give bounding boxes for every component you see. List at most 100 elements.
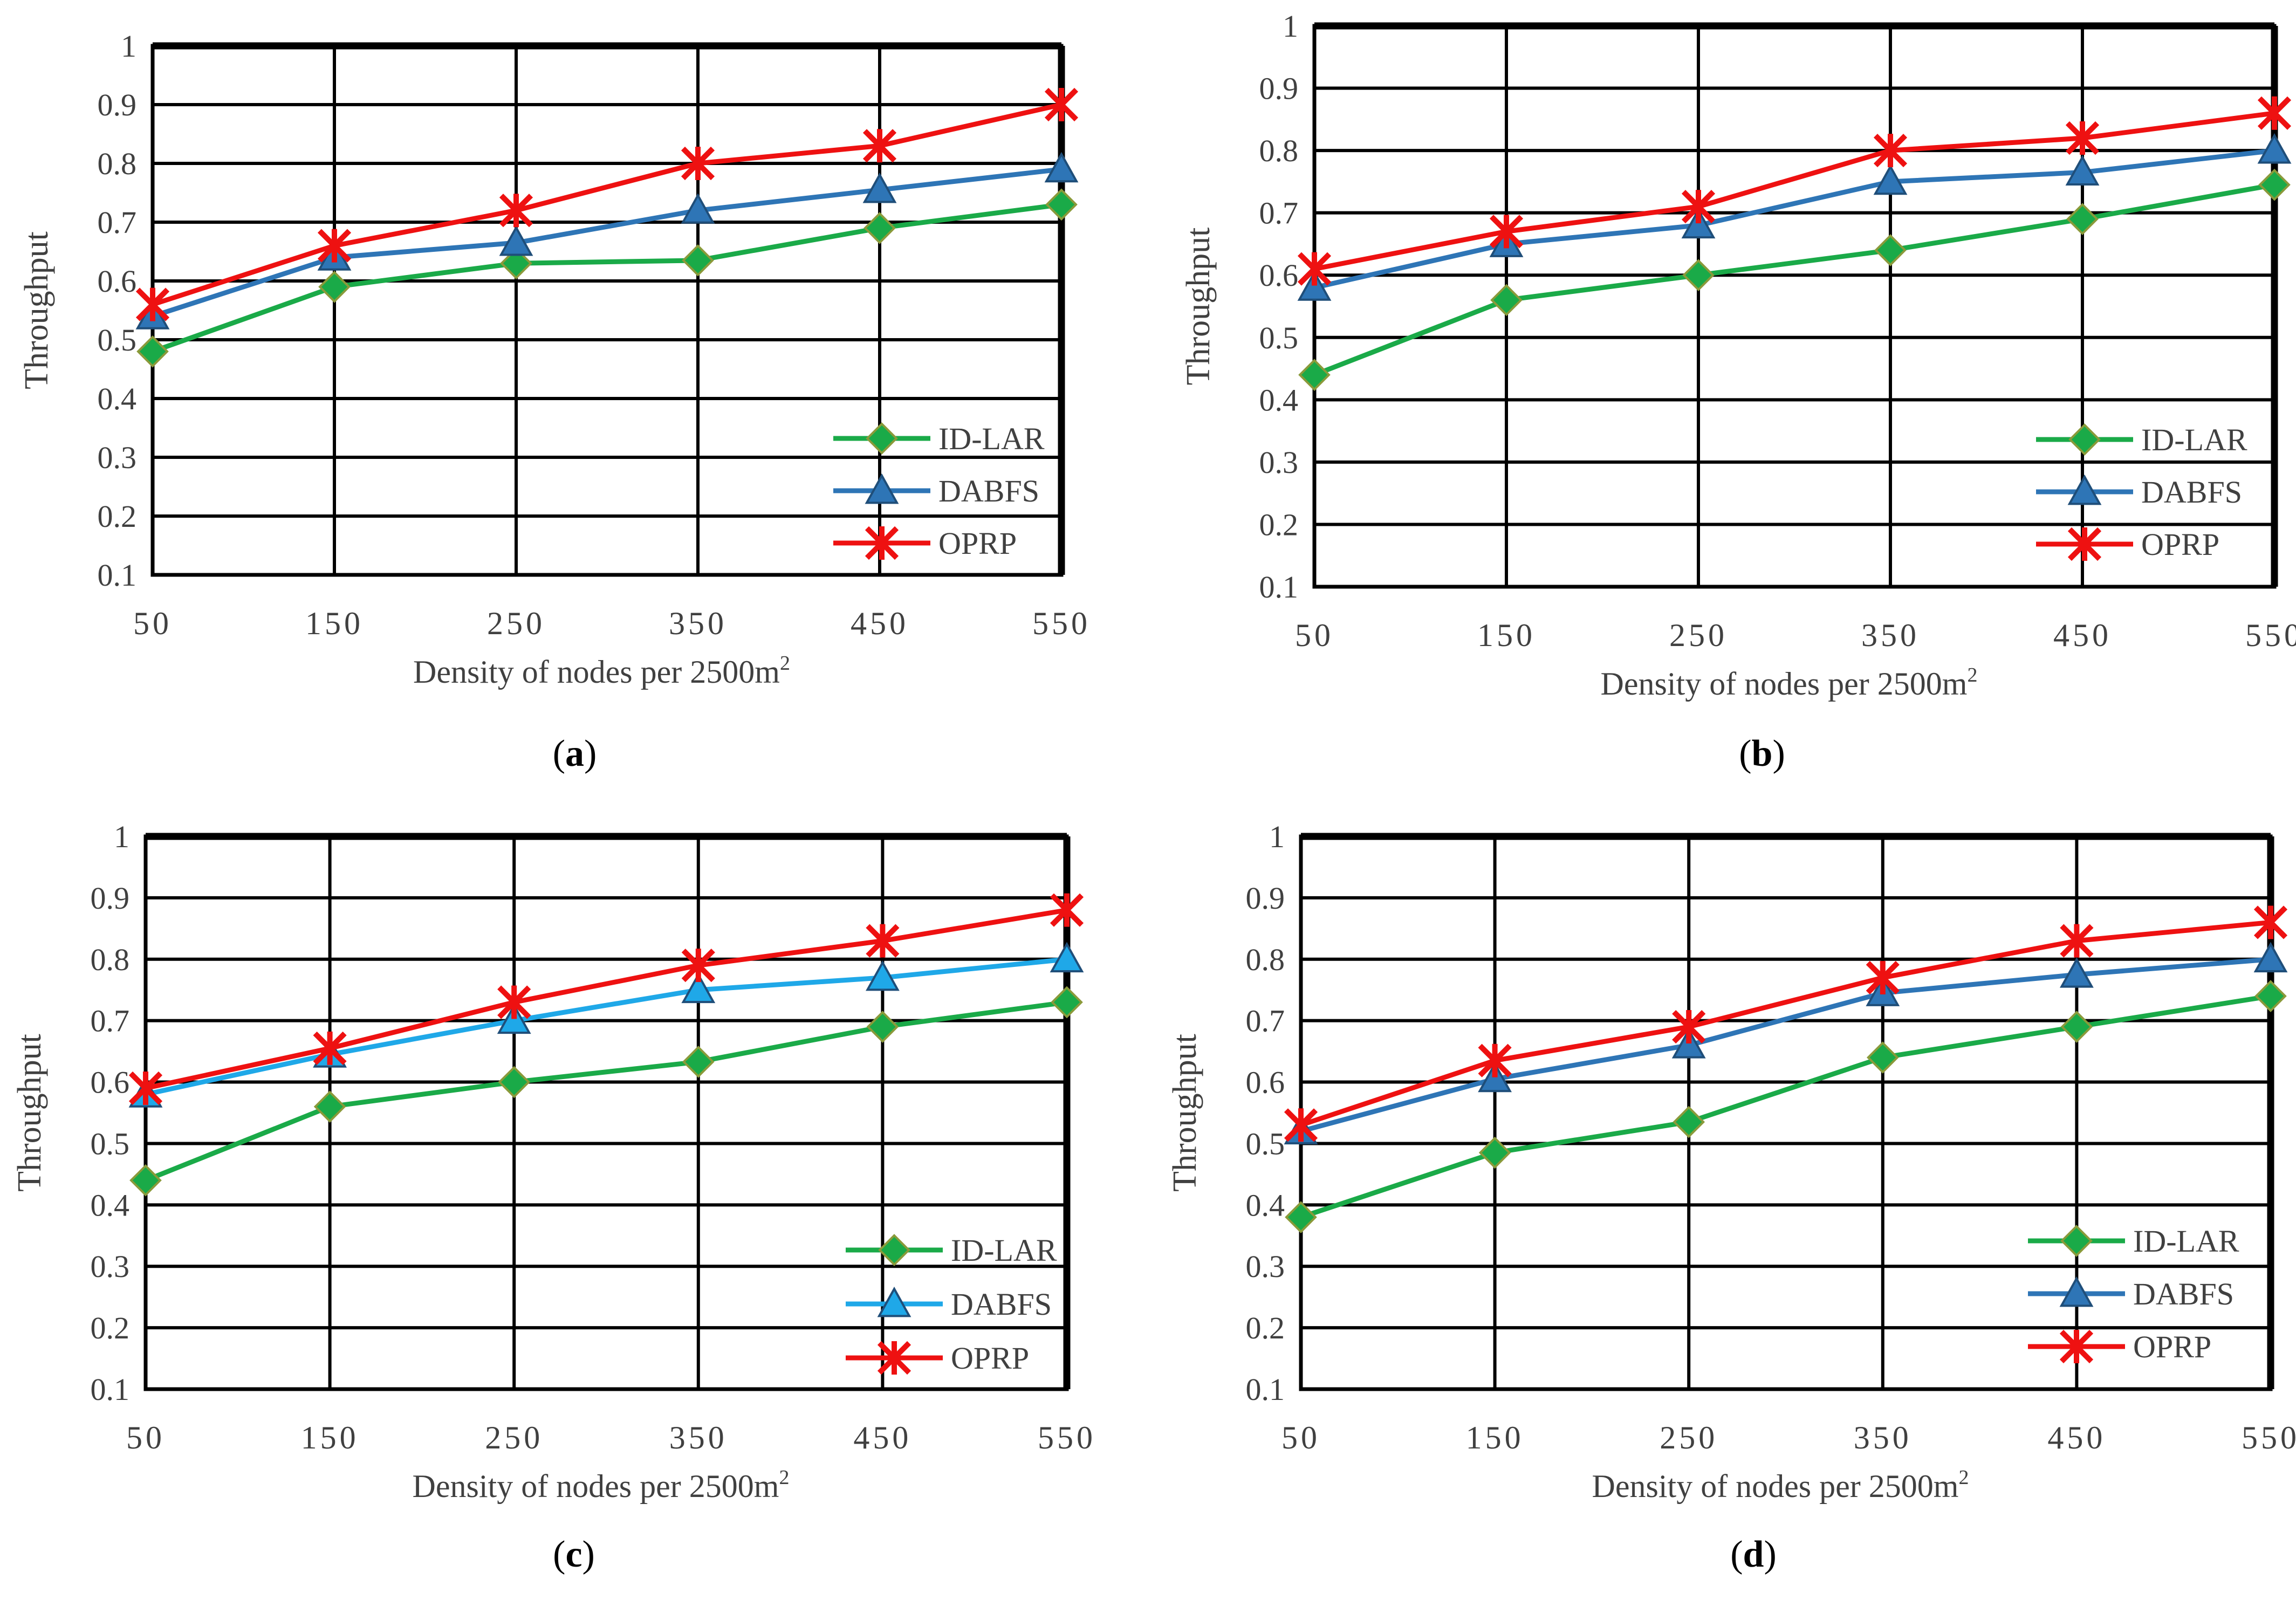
data-point [1681, 208, 1716, 239]
data-point [1044, 87, 1079, 122]
data-point [682, 1046, 715, 1078]
data-point [866, 924, 900, 958]
x-tick-label: 350 [1861, 617, 1920, 653]
data-point [1490, 284, 1523, 317]
data-point [313, 1031, 347, 1065]
y-tick-label: 0.1 [91, 1372, 130, 1407]
x-tick-label: 350 [1854, 1420, 1912, 1455]
legend-marker [865, 473, 899, 504]
y-tick-label: 0.1 [98, 558, 137, 593]
data-point [862, 129, 897, 163]
legend-label: ID-LAR [2133, 1224, 2239, 1259]
data-point [313, 1090, 346, 1123]
x-axis-label-text: Density of nodes per 2500m [1601, 666, 1968, 702]
series-line [145, 1000, 1067, 1183]
y-tick-label: 0.5 [1246, 1126, 1285, 1161]
data-point [681, 972, 716, 1004]
data-point [135, 287, 170, 321]
data-point [1489, 215, 1524, 249]
legend-label: DABFS [2133, 1276, 2234, 1311]
series-dabfs [135, 152, 1079, 329]
legend-marker [2059, 1276, 2094, 1307]
data-point [681, 193, 715, 224]
data-point [1866, 960, 1900, 995]
data-point [862, 172, 897, 203]
x-tick-label: 550 [1038, 1420, 1096, 1455]
legend-marker [2067, 474, 2102, 505]
data-point [2253, 905, 2288, 939]
legend-label: ID-LAR [938, 421, 1045, 456]
y-tick-label: 0.8 [1246, 942, 1285, 977]
y-tick-label: 0.5 [1259, 320, 1299, 355]
y-tick-label: 0.8 [91, 942, 130, 977]
data-point [2060, 924, 2094, 958]
y-tick-label: 0.1 [1259, 569, 1299, 605]
data-point [1044, 152, 1079, 183]
x-tick-label: 50 [133, 606, 172, 641]
data-point [129, 1164, 162, 1197]
y-tick-label: 0.5 [91, 1126, 130, 1161]
y-tick-label: 0.3 [91, 1249, 130, 1284]
y-tick-label: 0.5 [98, 322, 137, 358]
series-id-lar [1285, 980, 2287, 1233]
series-id-lar [1298, 168, 2291, 391]
legend-label: DABFS [951, 1287, 1052, 1322]
legend-label: DABFS [938, 473, 1039, 509]
series-oprp [1284, 905, 2288, 1142]
x-tick-label: 250 [487, 606, 545, 641]
legend-marker [865, 526, 899, 560]
y-tick-label: 1 [1269, 819, 1285, 854]
y-tick-label: 0.2 [1259, 507, 1299, 542]
series-line [1300, 919, 2271, 1128]
legend-label: OPRP [2141, 527, 2219, 562]
data-point [1672, 1010, 1706, 1044]
x-tick-label: 150 [1477, 617, 1536, 653]
x-tick-label: 550 [2242, 1420, 2296, 1455]
legend: ID-LAR DABFS OPRP [846, 1233, 1057, 1376]
data-point [317, 229, 352, 263]
data-point [1478, 1136, 1511, 1169]
x-axis-label-text: Density of nodes per 2500m [1592, 1468, 1959, 1504]
data-point [866, 960, 900, 991]
data-point [681, 146, 715, 181]
data-point [1284, 1108, 1318, 1142]
x-axis-label-text: Density of nodes per 2500m [413, 1468, 779, 1504]
legend-marker [2059, 1329, 2094, 1364]
x-tick-label: 250 [485, 1420, 543, 1455]
legend-marker [2068, 423, 2101, 456]
x-axis-label-superscript: 2 [780, 652, 790, 675]
legend-marker [2067, 527, 2102, 561]
x-axis-label: Density of nodes per 2500m2 [413, 1466, 790, 1504]
y-tick-label: 0.2 [1246, 1310, 1285, 1345]
x-tick-label: 150 [301, 1420, 359, 1455]
panel-caption: (c) [553, 1534, 595, 1575]
series-id-lar [129, 986, 1083, 1197]
y-tick-label: 0.3 [1259, 445, 1299, 480]
legend-label: OPRP [2133, 1329, 2211, 1364]
data-point [1045, 188, 1078, 221]
data-point [1285, 1201, 1317, 1233]
data-point [499, 194, 533, 228]
y-tick-label: 0.9 [1259, 71, 1299, 106]
caption-paren-close: ) [582, 1534, 595, 1575]
x-tick-label: 550 [2245, 617, 2296, 653]
x-axis-label-superscript: 2 [1967, 664, 1977, 686]
caption-paren-close: ) [584, 733, 597, 774]
series-line [1300, 957, 2271, 1134]
caption-paren-open: ( [1739, 733, 1751, 774]
series-id-lar [136, 188, 1078, 368]
y-axis-label: Throughput [18, 231, 55, 389]
caption-letter: a [565, 733, 584, 774]
series-line [145, 957, 1067, 1097]
legend-marker [866, 422, 898, 455]
x-tick-label: 550 [1032, 606, 1091, 641]
legend-marker [878, 1234, 910, 1266]
data-point [1673, 1105, 1705, 1138]
data-point [499, 225, 533, 256]
panel-caption: (d) [1730, 1534, 1777, 1575]
data-point [2066, 203, 2099, 236]
data-point [1478, 1061, 1512, 1093]
data-point [2065, 121, 2100, 155]
